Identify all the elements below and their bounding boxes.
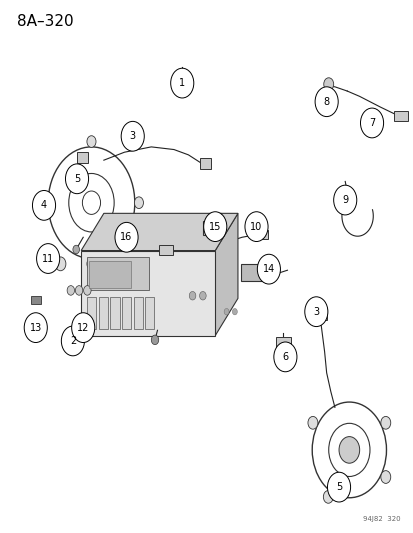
Circle shape [67,286,74,295]
Bar [89,261,131,288]
Bar [122,297,131,329]
Circle shape [380,416,390,429]
Circle shape [273,342,296,372]
Text: 94J82  320: 94J82 320 [363,515,400,522]
FancyBboxPatch shape [158,245,172,255]
Polygon shape [202,213,221,235]
Circle shape [45,257,55,271]
Bar [87,257,149,290]
Text: 5: 5 [74,174,80,184]
Text: 3: 3 [129,131,135,141]
Text: 13: 13 [30,322,42,333]
Text: 12: 12 [77,322,89,333]
Circle shape [73,245,79,254]
FancyBboxPatch shape [199,158,211,168]
Bar [110,297,119,329]
Circle shape [323,78,333,91]
Bar [145,297,154,329]
Text: 5: 5 [335,482,341,492]
Circle shape [55,257,66,271]
Circle shape [75,286,83,295]
Polygon shape [81,213,237,251]
Bar [99,297,108,329]
Circle shape [151,335,158,345]
FancyBboxPatch shape [31,296,41,304]
Circle shape [323,490,332,503]
Circle shape [244,212,268,241]
Circle shape [32,190,55,220]
FancyBboxPatch shape [275,337,290,350]
Circle shape [61,326,84,356]
Bar [87,297,96,329]
Circle shape [223,309,228,315]
Circle shape [203,212,226,241]
Text: 15: 15 [209,222,221,232]
Circle shape [134,197,143,208]
Circle shape [65,164,88,193]
Circle shape [338,437,359,463]
FancyBboxPatch shape [76,152,88,164]
Circle shape [304,297,327,327]
Bar [81,251,215,336]
Polygon shape [215,213,237,336]
FancyBboxPatch shape [175,77,188,87]
Text: 2: 2 [70,336,76,346]
Text: 14: 14 [262,264,274,274]
Circle shape [87,258,96,270]
FancyBboxPatch shape [393,111,407,121]
Circle shape [380,471,390,483]
Circle shape [360,108,383,138]
Text: 7: 7 [368,118,374,128]
Circle shape [189,292,195,300]
Circle shape [24,313,47,343]
Text: 1: 1 [179,78,185,88]
FancyBboxPatch shape [312,309,326,320]
Text: 9: 9 [341,195,347,205]
Text: 16: 16 [120,232,132,243]
Circle shape [170,68,193,98]
Circle shape [83,286,91,295]
Text: 8: 8 [323,96,329,107]
Text: 10: 10 [250,222,262,232]
Circle shape [257,254,280,284]
Circle shape [121,122,144,151]
Circle shape [39,197,48,208]
FancyBboxPatch shape [241,264,265,281]
Text: 11: 11 [42,254,54,263]
Text: 3: 3 [313,306,319,317]
Circle shape [36,244,59,273]
Circle shape [199,292,206,300]
Circle shape [333,185,356,215]
Text: 8A–320: 8A–320 [17,14,74,29]
Text: 6: 6 [282,352,288,362]
Circle shape [115,222,138,252]
Circle shape [87,136,96,148]
Bar [133,297,142,329]
FancyBboxPatch shape [255,230,267,239]
Circle shape [314,87,337,117]
Circle shape [232,309,237,315]
Circle shape [327,472,350,502]
Circle shape [307,416,317,429]
Text: 4: 4 [41,200,47,211]
Circle shape [71,313,95,343]
